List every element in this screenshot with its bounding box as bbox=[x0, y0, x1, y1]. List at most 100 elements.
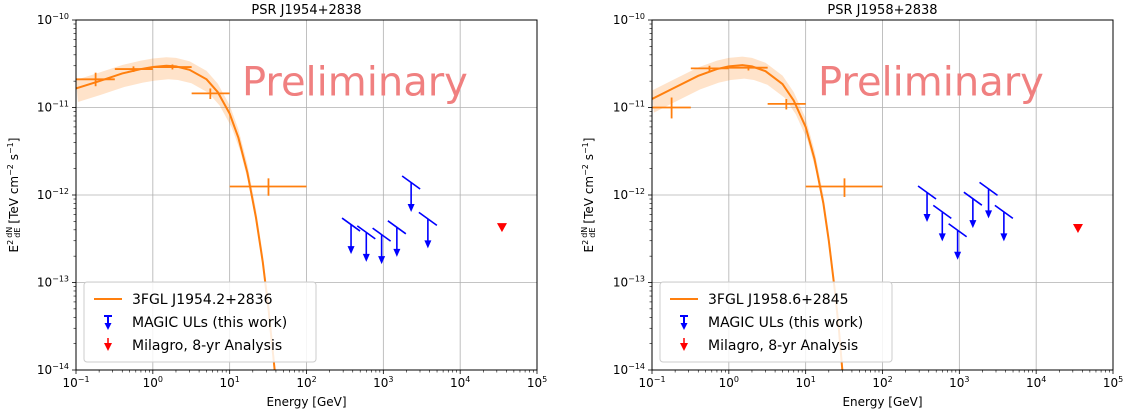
magic-ul-bar bbox=[979, 181, 999, 197]
legend: 3FGL J1958.6+2845 MAGIC ULs (this work) Mi… bbox=[659, 281, 893, 363]
legend: 3FGL J1954.2+2836 MAGIC ULs (this work) Mi… bbox=[83, 281, 317, 363]
x-tick-label: 103 bbox=[949, 375, 969, 390]
chart-panel: Preliminary 10−1 100 101 102 103 104 105 10−14 10… bbox=[580, 3, 1123, 409]
legend-swatch-magic bbox=[680, 315, 688, 330]
y-tick-label: 10−12 bbox=[613, 187, 645, 202]
magic-ul-marker bbox=[401, 175, 421, 213]
magic-ul-arrowhead bbox=[969, 220, 977, 229]
y-tick-label: 10−13 bbox=[613, 275, 645, 290]
milagro-marker bbox=[1072, 223, 1083, 233]
magic-ul-bar bbox=[994, 204, 1014, 220]
chart-title: PSR J1958+2838 bbox=[827, 3, 937, 18]
chart-panel: Preliminary 10−1 100 101 102 103 104 105 10−14 10… bbox=[5, 3, 547, 409]
legend-label-model: 3FGL J1954.2+2836 bbox=[132, 292, 273, 308]
fermi-point bbox=[805, 178, 883, 197]
watermark-text: Preliminary bbox=[818, 60, 1044, 106]
x-tick-label: 10−1 bbox=[638, 375, 665, 390]
magic-ul-marker bbox=[387, 220, 407, 257]
magic-ul-bar bbox=[401, 175, 421, 190]
fermi-point bbox=[652, 97, 691, 119]
magic-ul-arrowhead bbox=[407, 204, 415, 213]
x-tick-label: 104 bbox=[1026, 375, 1046, 390]
x-tick-label: 105 bbox=[1103, 375, 1123, 390]
x-tick-label: 101 bbox=[219, 375, 239, 390]
x-tick-label: 103 bbox=[373, 375, 393, 390]
y-tick-label: 10−14 bbox=[613, 362, 645, 377]
watermark-text: Preliminary bbox=[242, 60, 468, 106]
magic-ul-arrowhead bbox=[362, 253, 370, 262]
magic-ul-marker bbox=[356, 225, 376, 262]
magic-ul-bar bbox=[948, 223, 968, 238]
legend-label-milagro: Milagro, 8-yr Analysis bbox=[708, 338, 858, 354]
legend-label-milagro: Milagro, 8-yr Analysis bbox=[132, 338, 282, 354]
magic-ul-marker bbox=[948, 223, 968, 260]
fermi-point bbox=[152, 64, 192, 70]
x-tick-label: 102 bbox=[296, 375, 316, 390]
legend-swatch-milagro bbox=[104, 338, 112, 351]
magic-ul-arrowhead bbox=[424, 240, 432, 249]
magic-ul-arrowhead bbox=[347, 246, 355, 255]
y-tick-label: 10−11 bbox=[37, 100, 69, 115]
magic-ul-marker bbox=[932, 204, 952, 242]
fermi-point bbox=[767, 99, 806, 110]
legend-milagro-marker bbox=[104, 343, 112, 351]
fermi-point bbox=[76, 72, 115, 87]
y-tick-label: 10−12 bbox=[37, 187, 69, 202]
milagro-marker bbox=[496, 223, 507, 233]
x-tick-label: 100 bbox=[719, 375, 739, 390]
model-uncertainty-band bbox=[76, 57, 276, 370]
legend-label-magic: MAGIC ULs (this work) bbox=[708, 315, 863, 331]
data-layer bbox=[76, 57, 507, 370]
magic-ul-marker bbox=[372, 227, 392, 265]
legend-ul-arrowhead bbox=[104, 323, 112, 330]
x-axis-label: Energy [GeV] bbox=[842, 395, 922, 409]
magic-ul-bar bbox=[341, 217, 361, 232]
chart-title: PSR J1954+2838 bbox=[251, 3, 361, 18]
legend-box bbox=[83, 281, 317, 363]
x-tick-label: 104 bbox=[450, 375, 470, 390]
x-tick-label: 101 bbox=[795, 375, 815, 390]
y-tick-label: 10−13 bbox=[37, 275, 69, 290]
y-axis-label: E2dNdE[TeV cm−2 s−1] bbox=[580, 138, 597, 253]
magic-ul-arrowhead bbox=[923, 214, 931, 222]
magic-ul-marker bbox=[979, 181, 999, 219]
y-tick-label: 10−11 bbox=[613, 100, 645, 115]
magic-ul-marker bbox=[341, 217, 361, 255]
magic-ul-arrowhead bbox=[1000, 233, 1008, 242]
model-curve bbox=[652, 64, 844, 370]
magic-ul-bar bbox=[963, 191, 983, 206]
magic-ul-marker bbox=[994, 204, 1014, 242]
magic-ul-bar bbox=[387, 220, 407, 235]
legend-swatch-milagro bbox=[680, 338, 688, 351]
magic-ul-arrowhead bbox=[938, 233, 946, 242]
x-tick-label: 102 bbox=[872, 375, 892, 390]
x-tick-label: 100 bbox=[143, 375, 163, 390]
fermi-point bbox=[114, 66, 153, 72]
data-layer bbox=[652, 56, 1083, 370]
y-tick-label: 10−10 bbox=[37, 12, 69, 27]
legend-label-model: 3FGL J1958.6+2845 bbox=[708, 292, 849, 308]
fermi-point bbox=[690, 65, 729, 72]
magic-ul-arrowhead bbox=[378, 256, 386, 265]
magic-ul-bar bbox=[917, 185, 937, 200]
fermi-point bbox=[229, 178, 307, 196]
legend-milagro-marker bbox=[680, 343, 688, 351]
model-uncertainty-band bbox=[652, 56, 844, 370]
magic-ul-bar bbox=[356, 225, 376, 240]
magic-ul-marker bbox=[917, 185, 937, 222]
magic-ul-marker bbox=[963, 191, 983, 229]
y-tick-label: 10−14 bbox=[37, 362, 69, 377]
magic-ul-bar bbox=[932, 204, 952, 220]
x-tick-label: 10−1 bbox=[62, 375, 89, 390]
magic-ul-arrowhead bbox=[954, 251, 962, 260]
legend-label-magic: MAGIC ULs (this work) bbox=[132, 315, 287, 331]
fermi-point bbox=[191, 88, 230, 100]
magic-ul-marker bbox=[418, 211, 438, 249]
y-axis-label: E2dNdE[TeV cm−2 s−1] bbox=[5, 138, 22, 253]
legend-ul-arrowhead bbox=[680, 323, 688, 330]
magic-ul-bar bbox=[372, 227, 392, 242]
magic-ul-arrowhead bbox=[985, 210, 993, 219]
fermi-point bbox=[728, 65, 768, 71]
legend-box bbox=[659, 281, 893, 363]
